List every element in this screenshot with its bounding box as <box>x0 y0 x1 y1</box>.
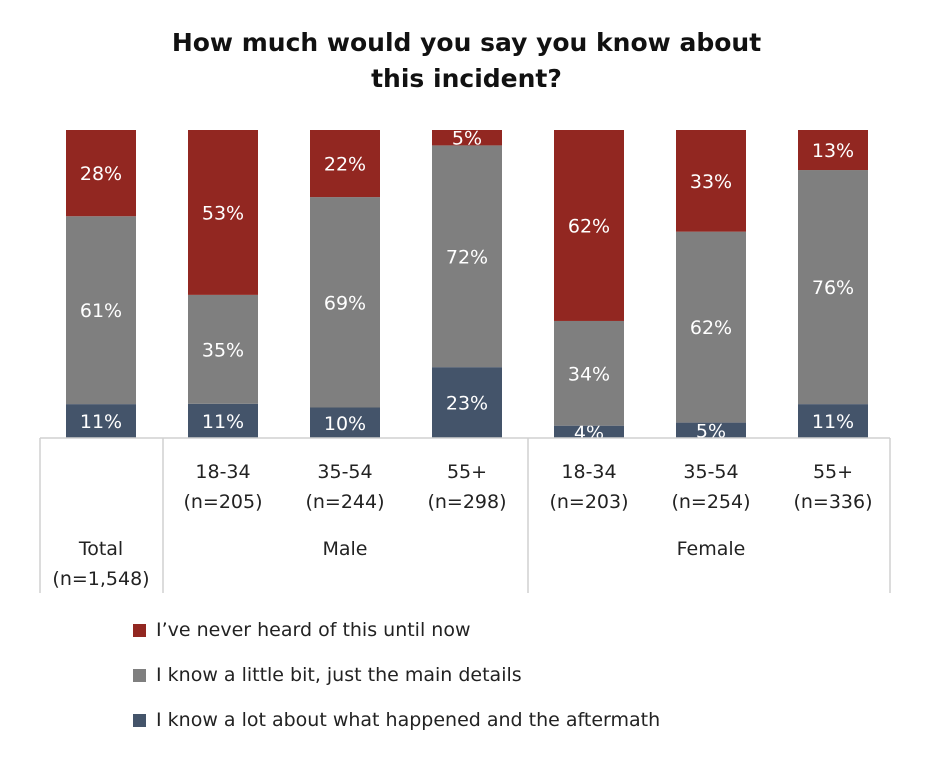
legend-swatch <box>133 623 146 637</box>
data-label: 5% <box>452 128 482 150</box>
bar-segment <box>310 407 380 438</box>
data-label: 11% <box>812 411 854 433</box>
bar-segment <box>66 130 136 217</box>
data-label: 33% <box>690 171 732 193</box>
chart-title-line-2: this incident? <box>371 64 562 93</box>
bar-segment <box>798 130 868 171</box>
chart-title-line-1: How much would you say you know about <box>171 28 762 57</box>
category-label: 18-34 <box>195 461 250 483</box>
data-label: 22% <box>324 154 366 176</box>
category-label: 18-34 <box>561 461 616 483</box>
category-n-label: (n=244) <box>305 491 384 513</box>
bar-segment <box>310 197 380 408</box>
category-n-label: (n=298) <box>427 491 506 513</box>
category-label: 35-54 <box>683 461 738 483</box>
data-label: 23% <box>446 393 488 415</box>
bar-segment <box>554 425 624 438</box>
legend-item: I know a lot about what happened and the… <box>133 709 660 731</box>
bar-segment <box>554 320 624 426</box>
category-label: 55+ <box>447 461 487 483</box>
legend-item: I’ve never heard of this until now <box>133 619 470 641</box>
bar-segment <box>188 130 258 295</box>
legend-label: I know a lot about what happened and the… <box>156 709 661 731</box>
bar-segment <box>432 367 502 438</box>
bar-segment <box>676 422 746 438</box>
data-label: 72% <box>446 246 488 268</box>
category-n-label: (n=203) <box>549 491 628 513</box>
bar-segment <box>676 130 746 232</box>
data-label: 5% <box>696 420 726 442</box>
data-label: 11% <box>202 411 244 433</box>
category-n-label: (n=205) <box>183 491 262 513</box>
data-label: 61% <box>80 300 122 322</box>
category-n-label: (n=1,548) <box>52 568 149 590</box>
legend-label: I’ve never heard of this until now <box>156 619 471 641</box>
bar-segment <box>798 170 868 405</box>
bar-segment <box>66 216 136 405</box>
data-label: 10% <box>324 413 366 435</box>
bar-segment <box>188 403 258 438</box>
bar-segment <box>432 130 502 146</box>
data-label: 35% <box>202 339 244 361</box>
bar-segment <box>676 231 746 423</box>
bar-segment <box>310 130 380 198</box>
data-label: 69% <box>324 292 366 314</box>
data-label: 62% <box>690 317 732 339</box>
category-label: Total <box>78 538 123 560</box>
group-label: Male <box>322 538 367 560</box>
group-label: Female <box>677 538 746 560</box>
data-label: 34% <box>568 363 610 385</box>
legend-label: I know a little bit, just the main detai… <box>156 664 522 686</box>
category-label: 55+ <box>813 461 853 483</box>
category-n-label: (n=336) <box>793 491 872 513</box>
bar-segment <box>66 404 136 438</box>
bar-segment <box>432 145 502 368</box>
legend-item: I know a little bit, just the main detai… <box>133 664 522 686</box>
data-label: 76% <box>812 277 854 299</box>
data-label: 13% <box>812 140 854 162</box>
legend-swatch <box>133 668 146 682</box>
legend-swatch <box>133 713 146 727</box>
category-n-label: (n=254) <box>671 491 750 513</box>
data-label: 11% <box>80 411 122 433</box>
data-label: 28% <box>80 163 122 185</box>
data-label: 53% <box>202 202 244 224</box>
data-label: 62% <box>568 215 610 237</box>
bar-segment <box>188 294 258 404</box>
bar-segment <box>798 404 868 438</box>
category-label: 35-54 <box>317 461 372 483</box>
stacked-bar-chart: 11% 61% 28% Total (n=1,548) 11% 35% 53% 18-34 (n=… <box>39 128 891 593</box>
bar-segment <box>554 130 624 321</box>
